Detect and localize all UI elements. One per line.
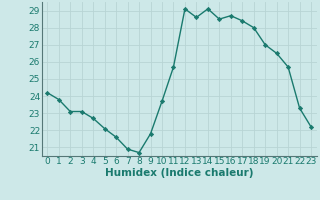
X-axis label: Humidex (Indice chaleur): Humidex (Indice chaleur) (105, 168, 253, 178)
